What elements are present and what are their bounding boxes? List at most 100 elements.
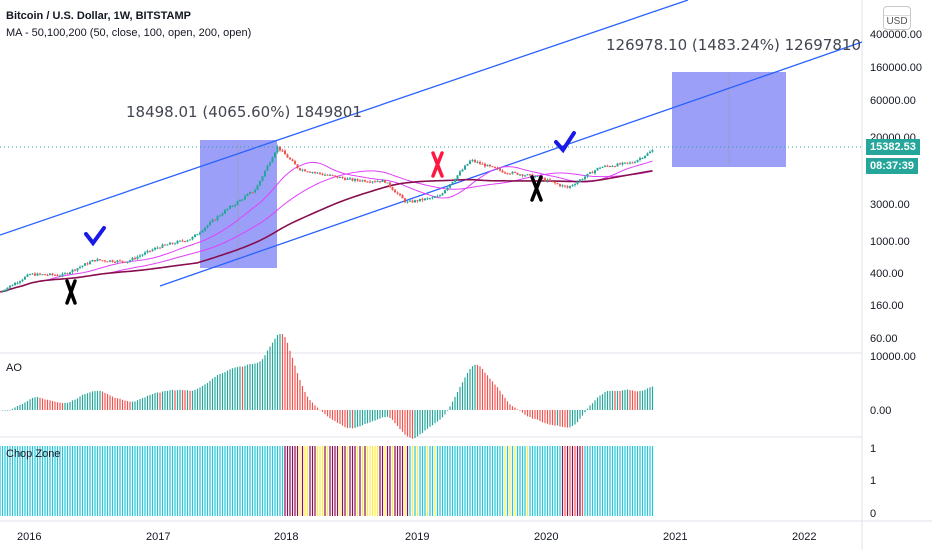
ao-bar <box>511 406 514 410</box>
chop-bar <box>131 446 134 516</box>
chop-zone-label[interactable]: Chop Zone <box>6 448 61 460</box>
candle-body <box>174 243 176 245</box>
ao-bar <box>319 409 321 411</box>
ao-bar <box>194 389 196 410</box>
chop-bar <box>511 446 514 516</box>
ao-bar <box>301 386 304 410</box>
chop-bar <box>349 446 351 516</box>
chop-bar <box>574 446 576 516</box>
trendline-lower[interactable] <box>159 41 863 287</box>
ao-bar <box>311 402 314 410</box>
candle-body <box>579 179 581 182</box>
candle-body <box>329 174 331 176</box>
chop-bar <box>224 446 226 516</box>
chop-bar <box>579 446 581 516</box>
ao-bar <box>606 390 609 410</box>
candle-body <box>616 163 619 167</box>
chop-bar <box>641 446 644 516</box>
ao-bar <box>456 391 459 410</box>
chop-bar <box>341 446 344 516</box>
candle-body <box>554 181 556 184</box>
trendline-upper[interactable] <box>0 0 689 236</box>
ao-bar <box>86 393 89 410</box>
chop-bar <box>51 446 54 516</box>
chop-bar <box>501 446 504 516</box>
ao-bar <box>91 391 94 410</box>
chop-bar <box>119 446 121 516</box>
chop-bar <box>541 446 544 516</box>
ao-bar <box>304 391 306 410</box>
chop-bar <box>556 446 559 516</box>
ao-bar <box>376 410 379 420</box>
ao-bar <box>471 366 474 410</box>
chop-bar <box>169 446 171 516</box>
time-axis[interactable]: 2016 2017 2018 2019 2020 2021 2022 <box>17 531 816 543</box>
chop-bar <box>629 446 631 516</box>
ao-bar <box>604 391 606 410</box>
ao-bar <box>169 390 171 410</box>
candle-body <box>431 197 434 199</box>
ao-label[interactable]: AO <box>6 362 22 374</box>
candle-body <box>456 175 459 180</box>
y-tick: 400.00 <box>870 268 904 280</box>
ao-bar <box>84 394 86 410</box>
chop-bar <box>519 446 521 516</box>
ao-bar <box>159 392 161 410</box>
candle-body <box>264 170 266 177</box>
ao-axis[interactable]: 10000.00 0.00 <box>870 351 916 417</box>
candle-body <box>314 172 316 174</box>
chop-bar <box>129 446 131 516</box>
candle-body <box>526 174 529 176</box>
chop-bar <box>371 446 374 516</box>
chop-bar <box>96 446 99 516</box>
candle-body <box>31 273 34 275</box>
currency-button[interactable]: USD <box>883 6 911 30</box>
candle-body <box>501 170 504 173</box>
chop-bar <box>386 446 389 516</box>
chop-bar <box>444 446 446 516</box>
chop-bar <box>549 446 551 516</box>
ao-bar <box>474 364 476 410</box>
chop-bar <box>149 446 151 516</box>
chop-bar <box>6 446 9 516</box>
candle-body <box>316 172 319 174</box>
chart-title[interactable]: Bitcoin / U.S. Dollar, 1W, BITSTAMP <box>6 10 191 22</box>
candle-body <box>166 244 169 246</box>
candle-body <box>144 252 146 255</box>
candle-body <box>361 180 364 182</box>
chop-bar <box>586 446 589 516</box>
candle-body <box>311 172 314 174</box>
chop-bar <box>264 446 266 516</box>
ao-bar <box>124 400 126 410</box>
candle-body <box>131 257 134 261</box>
price-axis[interactable]: 400000.00 160000.00 60000.00 20000.00 30… <box>870 29 922 345</box>
candle-body <box>156 247 159 249</box>
candle-body <box>584 176 586 180</box>
candle-body <box>71 269 74 273</box>
chop-bar <box>456 446 459 516</box>
candle-body <box>489 164 491 167</box>
chop-bar <box>571 446 574 516</box>
chop-axis[interactable]: 1 1 0 <box>870 443 876 520</box>
ao-bar <box>601 394 604 410</box>
chop-bar <box>209 446 211 516</box>
chop-bar <box>489 446 491 516</box>
ao-bar <box>221 373 224 410</box>
candle-body <box>641 157 644 159</box>
last-price-badge: 15382.53 <box>866 139 920 155</box>
chop-bar <box>419 446 421 516</box>
chop-bar <box>536 446 539 516</box>
ao-bar <box>199 387 201 410</box>
chop-bar <box>514 446 516 516</box>
indicator-legend[interactable]: MA - 50,100,200 (50, close, 100, open, 2… <box>6 27 252 39</box>
candle-body <box>594 170 596 174</box>
ao-bar <box>19 404 21 410</box>
chop-bar <box>576 446 579 516</box>
chop-bar <box>269 446 271 516</box>
chop-bar <box>111 446 114 516</box>
candle-body <box>236 201 239 205</box>
candle-body <box>139 255 141 257</box>
ao-bar <box>504 397 506 410</box>
ao-bar <box>249 364 251 410</box>
